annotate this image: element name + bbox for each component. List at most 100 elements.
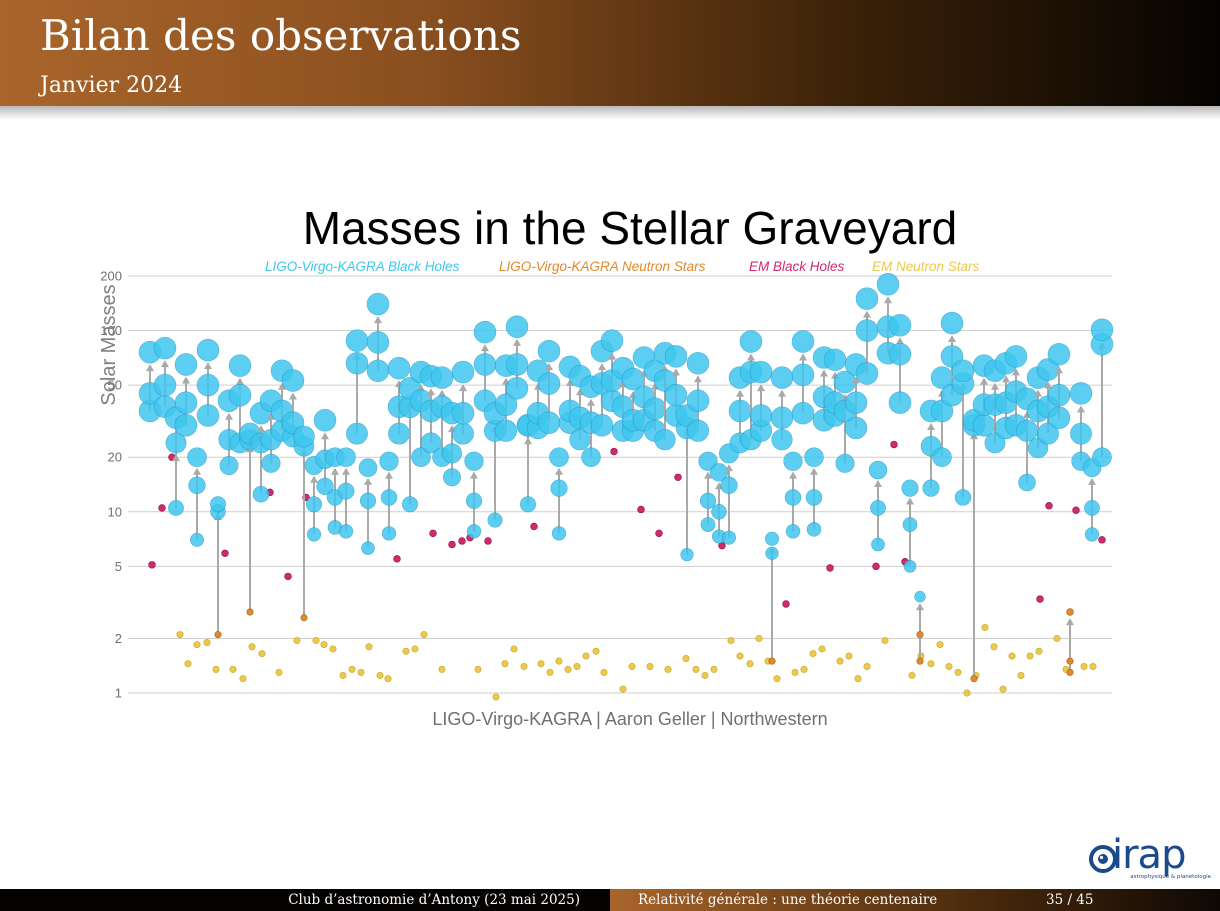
lvk-black-hole-component	[870, 500, 886, 516]
merger-arrow-head	[555, 467, 563, 475]
lvk-black-hole-component	[196, 404, 220, 427]
merger-arrow-head	[747, 353, 755, 361]
em-neutron-star-point	[212, 665, 220, 673]
em-neutron-star-point	[582, 652, 590, 660]
header-shadow	[0, 106, 1220, 120]
legend-entry: EM Black Holes	[749, 259, 845, 274]
lvk-black-hole-component	[844, 416, 868, 440]
em-neutron-star-point	[755, 634, 763, 642]
em-neutron-star-point	[736, 652, 744, 660]
logo-tagline: astrophysique & planétologie	[1130, 874, 1211, 880]
lvk-black-hole-component	[345, 351, 369, 375]
em-black-hole-point	[221, 549, 229, 558]
lvk-black-hole-component	[366, 359, 390, 383]
lvk-black-hole-remnant	[709, 463, 729, 482]
em-neutron-star-point	[339, 671, 347, 679]
lvk-black-hole-component	[770, 406, 794, 430]
merger-arrow-head	[736, 389, 744, 397]
lvk-black-hole-component	[686, 389, 710, 413]
chart-title: Masses in the Stellar Graveyard	[303, 202, 958, 254]
lvk-black-hole-component	[305, 496, 323, 513]
em-neutron-star-point	[501, 660, 509, 668]
em-neutron-star-point	[1026, 652, 1034, 660]
y-tick-label: 1	[115, 686, 122, 701]
merger-arrow-head	[1055, 366, 1063, 374]
lvk-neutron-star-point	[970, 675, 978, 683]
lvk-black-hole-component	[1070, 422, 1092, 445]
lvk-black-hole-component	[359, 492, 377, 509]
merger-arrow-head	[725, 464, 733, 472]
lvk-black-hole-remnant	[464, 451, 484, 471]
em-neutron-star-point	[402, 647, 410, 655]
em-neutron-star-point	[320, 641, 328, 649]
legend-entry: LIGO-Virgo-KAGRA Black Holes	[265, 259, 460, 274]
em-neutron-star-point	[537, 660, 545, 668]
merger-arrow-head	[1066, 618, 1074, 626]
merger-arrow-head	[1002, 375, 1010, 383]
merger-arrow-head	[980, 377, 988, 385]
lvk-black-hole-component	[346, 422, 368, 445]
lvk-black-hole-component	[711, 503, 727, 520]
lvk-black-hole-remnant	[228, 354, 252, 377]
merger-arrow-head	[789, 471, 797, 479]
em-neutron-star-point	[881, 636, 889, 644]
em-neutron-star-point	[999, 685, 1007, 693]
em-neutron-star-point	[492, 693, 500, 701]
lvk-black-hole-component	[174, 414, 198, 437]
lvk-black-hole-remnant	[764, 531, 780, 546]
legend-entry: EM Neutron Stars	[872, 259, 980, 274]
merger-arrow-head	[427, 388, 435, 396]
lvk-black-hole-remnant	[187, 447, 207, 468]
lvk-black-hole-component	[654, 429, 676, 451]
lvk-black-hole-component	[473, 353, 497, 376]
lvk-black-hole-component	[196, 373, 220, 397]
em-black-hole-point	[637, 505, 645, 514]
em-black-hole-point	[393, 555, 401, 563]
lvk-black-hole-component	[550, 479, 568, 497]
lvk-black-hole-component	[902, 517, 918, 532]
merger-arrow-head	[470, 471, 478, 479]
merger-arrow-head	[598, 363, 606, 371]
lvk-neutron-star-point	[1066, 657, 1074, 665]
em-neutron-star-point	[845, 652, 853, 660]
em-neutron-star-point	[981, 623, 989, 631]
em-neutron-star-point	[520, 663, 528, 671]
merger-arrow-head	[417, 384, 425, 392]
em-black-hole-point	[530, 522, 538, 531]
merger-arrow-head	[236, 377, 244, 385]
em-neutron-star-point	[701, 671, 709, 679]
em-neutron-star-point	[1080, 663, 1088, 671]
merger-arrow-head	[146, 364, 154, 372]
em-black-hole-point	[458, 537, 466, 545]
lvk-black-hole-component	[765, 546, 779, 560]
merger-arrow-head	[799, 353, 807, 361]
em-black-hole-point	[158, 504, 166, 512]
merger-arrow-head	[863, 310, 871, 318]
em-neutron-star-point	[628, 663, 636, 671]
merger-arrow-head	[906, 497, 914, 505]
lvk-black-hole-component	[252, 485, 270, 503]
irap-logo: irap astrophysique & planétologie	[1088, 832, 1211, 884]
em-neutron-star-point	[954, 668, 962, 676]
slide-header	[0, 0, 1220, 106]
lvk-black-hole-component	[153, 373, 177, 397]
lvk-black-hole-component	[174, 391, 198, 414]
em-neutron-star-point	[854, 675, 862, 683]
lvk-black-hole-remnant	[749, 360, 773, 384]
lvk-black-hole-component	[806, 522, 822, 537]
lvk-black-hole-remnant	[473, 320, 497, 344]
lvk-black-hole-component	[805, 489, 823, 506]
merger-arrow-head	[331, 467, 339, 475]
lvk-black-hole-component	[411, 447, 431, 468]
em-neutron-star-point	[365, 643, 373, 651]
slide-title: Bilan des observations	[40, 11, 522, 60]
lvk-black-hole-remnant	[901, 479, 919, 497]
lvk-black-hole-remnant	[600, 329, 624, 352]
lvk-black-hole-component	[465, 492, 483, 509]
em-neutron-star-point	[329, 645, 337, 653]
lvk-black-hole-remnant	[739, 330, 763, 353]
lvk-black-hole-component	[505, 353, 529, 376]
lvk-black-hole-remnant	[281, 369, 305, 392]
chart-marks	[138, 272, 1114, 701]
lvk-black-hole-remnant	[804, 447, 824, 468]
